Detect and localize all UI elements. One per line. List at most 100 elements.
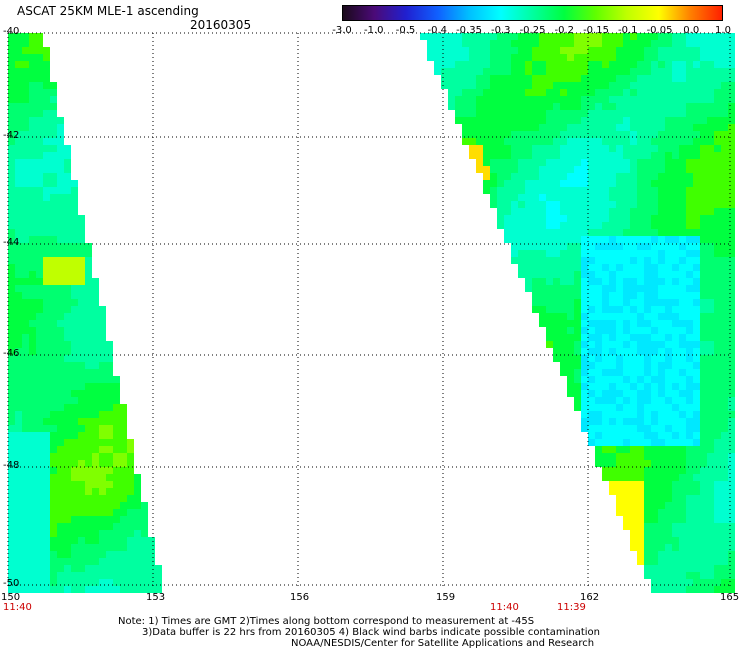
swath-cell <box>518 75 525 82</box>
swath-cell <box>658 89 665 96</box>
swath-cell <box>714 446 721 453</box>
swath-cell <box>57 418 64 425</box>
swath-cell <box>658 68 665 75</box>
swath-cell <box>609 110 616 117</box>
swath-cell <box>609 40 616 47</box>
swath-cell <box>728 285 735 292</box>
swath-cell <box>630 320 637 327</box>
swath-cell <box>616 376 623 383</box>
swath-cell <box>532 61 539 68</box>
swath-cell <box>595 306 602 313</box>
swath-cell <box>546 166 553 173</box>
swath-cell <box>64 159 71 166</box>
swath-cell <box>99 439 106 446</box>
swath-cell <box>43 89 50 96</box>
swath-cell <box>728 236 735 243</box>
swath-cell <box>658 292 665 299</box>
swath-cell <box>448 33 455 40</box>
swath-cell <box>8 558 15 565</box>
swath-cell <box>616 390 623 397</box>
swath-cell <box>609 460 616 467</box>
swath-cell <box>686 516 693 523</box>
swath-cell <box>651 145 658 152</box>
swath-cell <box>672 33 679 40</box>
swath-cell <box>658 439 665 446</box>
swath-cell <box>623 208 630 215</box>
swath-cell <box>672 222 679 229</box>
swath-cell <box>8 537 15 544</box>
swath-cell <box>92 369 99 376</box>
swath-cell <box>50 215 57 222</box>
swath-cell <box>686 390 693 397</box>
swath-cell <box>99 530 106 537</box>
swath-cell <box>679 201 686 208</box>
swath-cell <box>50 404 57 411</box>
swath-cell <box>602 208 609 215</box>
swath-cell <box>8 145 15 152</box>
swath-cell <box>50 264 57 271</box>
swath-cell <box>22 68 29 75</box>
swath-cell <box>553 264 560 271</box>
swath-cell <box>665 208 672 215</box>
swath-cell <box>92 285 99 292</box>
swath-cell <box>644 236 651 243</box>
swath-cell <box>78 565 85 572</box>
swath-cell <box>581 250 588 257</box>
swath-cell <box>707 383 714 390</box>
swath-cell <box>22 215 29 222</box>
swath-cell <box>106 355 113 362</box>
swath-cell <box>574 313 581 320</box>
swath-cell <box>595 453 602 460</box>
swath-cell <box>560 159 567 166</box>
swath-cell <box>602 425 609 432</box>
swath-cell <box>651 390 658 397</box>
swath-cell <box>43 383 50 390</box>
swath-cell <box>155 572 162 579</box>
swath-cell <box>43 152 50 159</box>
swath-cell <box>616 47 623 54</box>
swath-cell <box>567 257 574 264</box>
swath-cell <box>679 82 686 89</box>
swath-cell <box>567 250 574 257</box>
swath-cell <box>532 257 539 264</box>
swath-cell <box>64 551 71 558</box>
swath-cell <box>50 89 57 96</box>
swath-cell <box>43 159 50 166</box>
swath-cell <box>595 89 602 96</box>
swath-cell <box>721 572 728 579</box>
swath-cell <box>581 271 588 278</box>
swath-cell <box>50 551 57 558</box>
swath-cell <box>50 362 57 369</box>
swath-cell <box>120 404 127 411</box>
swath-cell <box>43 586 50 593</box>
swath-cell <box>637 432 644 439</box>
swath-cell <box>22 159 29 166</box>
swath-cell <box>658 502 665 509</box>
swath-cell <box>595 313 602 320</box>
swath-cell <box>721 537 728 544</box>
swath-cell <box>595 250 602 257</box>
swath-cell <box>623 117 630 124</box>
swath-cell <box>22 33 29 40</box>
swath-cell <box>50 138 57 145</box>
swath-cell <box>721 54 728 61</box>
swath-cell <box>64 488 71 495</box>
swath-cell <box>637 257 644 264</box>
swath-cell <box>36 271 43 278</box>
swath-cell <box>616 397 623 404</box>
swath-cell <box>22 404 29 411</box>
swath-cell <box>679 397 686 404</box>
swath-cell <box>595 446 602 453</box>
swath-cell <box>602 145 609 152</box>
swath-cell <box>616 362 623 369</box>
swath-cell <box>665 173 672 180</box>
swath-cell <box>22 243 29 250</box>
swath-cell <box>567 124 574 131</box>
swath-cell <box>707 75 714 82</box>
swath-cell <box>511 75 518 82</box>
swath-cell <box>637 411 644 418</box>
swath-cell <box>43 306 50 313</box>
swath-cell <box>546 124 553 131</box>
swath-cell <box>609 180 616 187</box>
swath-cell <box>8 334 15 341</box>
